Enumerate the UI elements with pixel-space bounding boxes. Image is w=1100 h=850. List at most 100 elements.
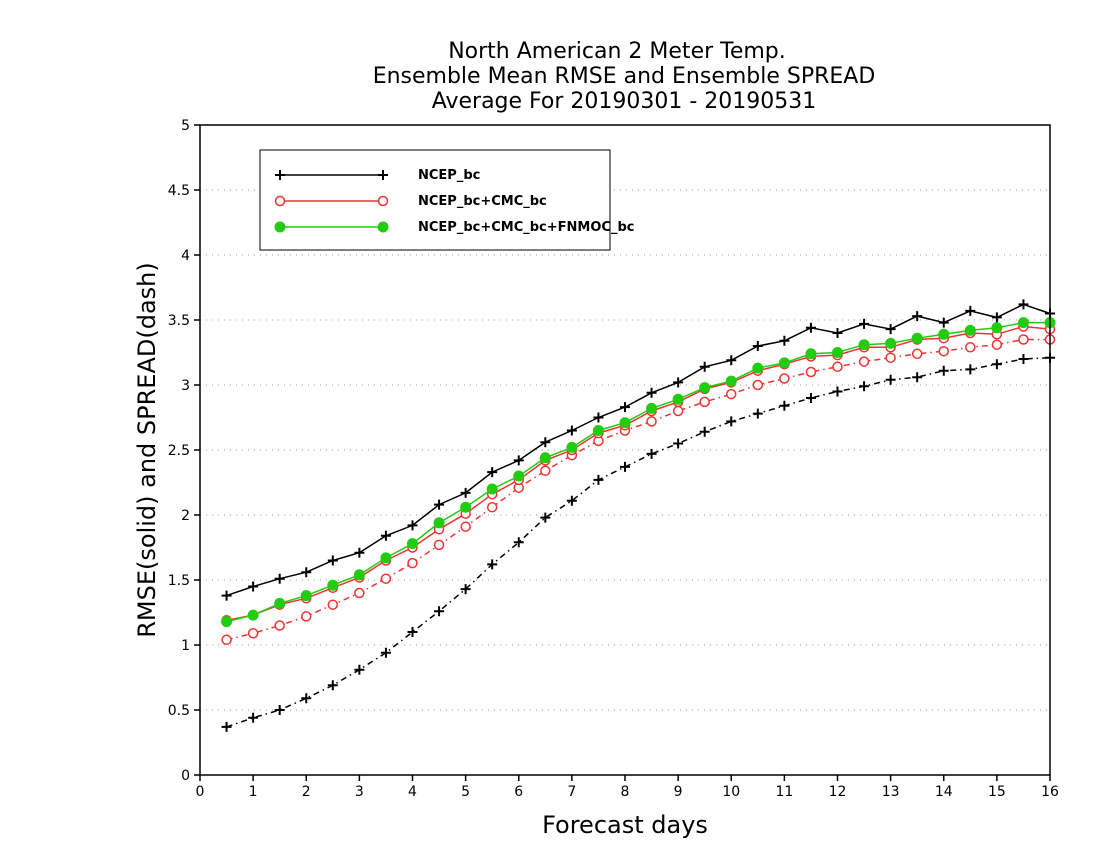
series-1-spread-point — [274, 620, 285, 631]
series-1-spread-point — [911, 348, 923, 360]
series-2-rmse-point — [592, 425, 604, 436]
series-0-rmse-point — [699, 361, 710, 372]
series-0-spread-point — [274, 705, 285, 715]
series-1-spread-point — [752, 379, 764, 391]
series-2-rmse-point — [433, 517, 445, 529]
series-1-spread-point — [380, 573, 392, 584]
series-layer — [221, 299, 1056, 732]
series-2-rmse-point — [539, 452, 551, 464]
series-0-rmse-point — [327, 555, 338, 566]
series-0-spread-point — [407, 627, 418, 637]
series-0-rmse-point — [938, 317, 949, 328]
series-0-spread-point — [938, 365, 949, 376]
series-2-rmse-point — [486, 483, 498, 495]
series-2-rmse-point — [327, 579, 339, 591]
series-0-rmse-point — [540, 437, 551, 448]
series-1-spread-line — [226, 338, 1050, 641]
series-1-spread-point — [805, 366, 817, 378]
series-2-rmse-point — [619, 417, 631, 429]
series-0-rmse-point — [859, 318, 870, 329]
series-0-spread-point — [380, 647, 391, 658]
series-2-rmse-point — [832, 347, 843, 358]
series-0-rmse-point — [487, 467, 498, 478]
series-1-spread-point — [885, 352, 896, 363]
series-0-spread-point — [540, 512, 551, 523]
series-2-rmse-point — [221, 616, 233, 628]
x-tick-label: 2 — [302, 784, 311, 800]
series-2-rmse-point — [353, 569, 365, 581]
series-0-rmse-point — [912, 311, 923, 322]
x-tick-label: 4 — [408, 784, 417, 800]
series-0-spread-point — [646, 448, 657, 459]
series-0-rmse-point — [354, 547, 365, 558]
legend-marker-2 — [377, 221, 389, 233]
series-2-rmse-point — [885, 337, 897, 349]
legend-marker-0 — [275, 170, 285, 180]
series-0-spread-point — [912, 372, 923, 383]
legend-marker-1 — [377, 195, 389, 207]
series-0-spread-point — [566, 495, 577, 506]
series-0-spread-point — [699, 426, 710, 437]
series-1-spread-point — [832, 361, 843, 373]
series-0-spread-point — [779, 400, 790, 411]
series-2-rmse-point — [460, 501, 472, 513]
series-1-spread-point — [247, 628, 259, 639]
series-0-rmse-point — [274, 573, 285, 584]
legend: NCEP_bc NCEP_bc+CMC_bc NCEP_bc+CMC_bc+FNMO… — [259, 149, 634, 251]
series-2-rmse-point — [566, 441, 578, 453]
series-1-spread-point — [858, 356, 870, 367]
series-0-spread-point — [673, 438, 684, 449]
series-0-rmse-point — [221, 590, 232, 601]
series-1-spread-point — [354, 587, 365, 599]
series-2-rmse-point — [964, 324, 976, 336]
series-2-rmse-point — [938, 328, 950, 340]
x-tick-label: 10 — [722, 784, 740, 800]
series-2-rmse-point — [300, 590, 312, 602]
series-0-spread-point — [991, 359, 1002, 370]
x-tick-label: 5 — [461, 784, 470, 800]
series-0-rmse-point — [460, 487, 471, 498]
series-0-spread-point — [752, 408, 763, 419]
series-2-rmse-point — [858, 339, 870, 351]
chart-title-line-3: Average For 20190301 - 20190531 — [432, 89, 817, 114]
y-tick-label: 4 — [181, 248, 190, 264]
series-1-spread-point — [699, 396, 710, 408]
chart-title-line-2: Ensemble Mean RMSE and Ensemble SPREAD — [373, 64, 876, 89]
x-tick-label: 6 — [514, 784, 523, 800]
series-1-spread-point — [938, 345, 949, 357]
x-tick-label: 16 — [1041, 784, 1059, 800]
series-0-spread-point — [301, 693, 312, 704]
series-2-rmse-point — [672, 393, 684, 405]
legend-marker-0 — [378, 170, 388, 180]
x-tick-label: 9 — [674, 784, 683, 800]
series-1-spread-point — [433, 539, 445, 551]
series-0-spread-point — [354, 664, 365, 675]
series-0-spread-point — [248, 712, 259, 723]
series-1-spread-point — [407, 557, 418, 569]
series-0-rmse-point — [513, 455, 524, 466]
series-2-rmse-point — [699, 382, 711, 394]
x-tick-label: 3 — [355, 784, 364, 800]
y-tick-label: 0.5 — [168, 703, 190, 719]
series-0-rmse-point — [646, 387, 657, 398]
legend-label-1: NCEP_bc+CMC_bc — [418, 194, 547, 209]
axis-ticks: 00.511.522.533.544.550 1 2 3 4 5 6 7 8 9 10 11 12 13 1… — [168, 118, 1059, 800]
x-axis-label: Forecast days — [542, 811, 708, 839]
series-0-rmse-point — [593, 412, 604, 423]
series-0-spread-point — [327, 680, 338, 691]
series-2-rmse-point — [274, 597, 286, 609]
series-2-rmse-point — [1017, 317, 1029, 329]
series-1-spread-point — [965, 342, 976, 353]
series-0-rmse-point — [620, 402, 630, 413]
series-1-spread-point — [221, 634, 232, 646]
series-1-spread-point — [301, 611, 312, 622]
series-1-spread-point — [540, 465, 551, 477]
series-0-spread-point — [434, 606, 445, 617]
series-2-rmse-line — [226, 321, 1050, 623]
series-0-rmse-point — [965, 305, 976, 316]
y-tick-label: 0 — [181, 768, 190, 784]
series-0-spread-point — [593, 474, 604, 485]
series-0-spread-point — [513, 537, 524, 548]
x-tick-label: 14 — [935, 784, 953, 800]
